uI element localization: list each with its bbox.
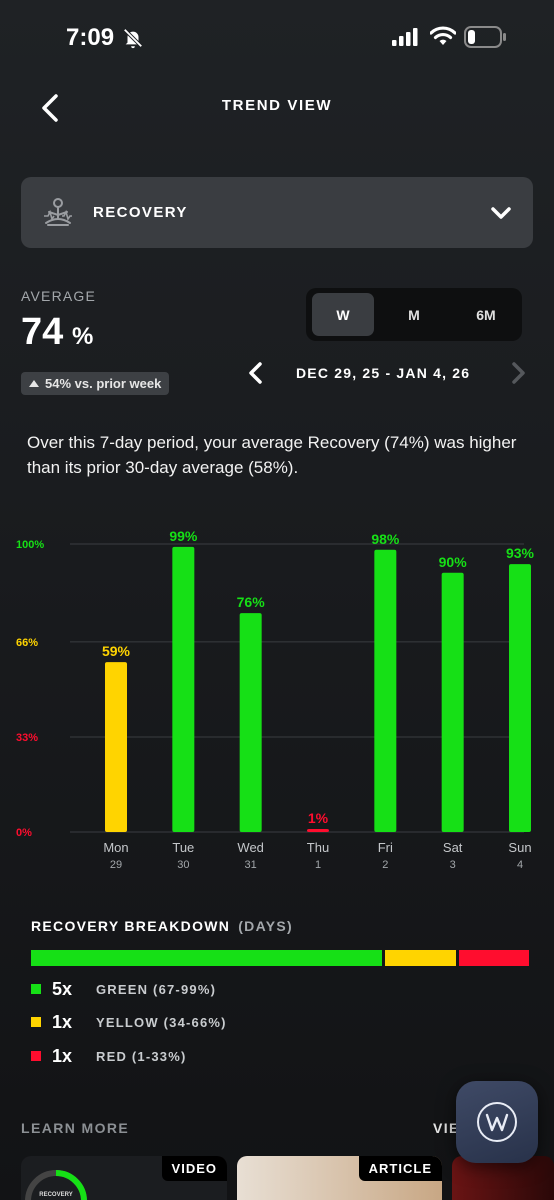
bar-value-label: 93% <box>506 545 535 561</box>
comparison-text: 54% vs. prior week <box>45 376 162 391</box>
legend-label: GREEN (67-99%) <box>96 981 217 997</box>
comparison-badge: 54% vs. prior week <box>21 372 170 395</box>
x-tick-sublabel: 31 <box>245 859 257 871</box>
cellular-signal-icon <box>392 28 418 46</box>
x-tick-label: Thu <box>307 840 329 855</box>
legend-count: 1x <box>52 1011 73 1032</box>
metric-dropdown[interactable]: RECOVERY <box>21 177 533 248</box>
meditation-icon <box>44 198 72 226</box>
wifi-icon <box>430 26 456 45</box>
learn-more-heading: LEARN MORE <box>21 1120 130 1136</box>
x-tick-sublabel: 29 <box>110 859 122 871</box>
thumbnail-caption: RECOVERY <box>39 1192 72 1198</box>
breakdown-segment-green <box>31 950 383 966</box>
x-tick-label: Fri <box>378 840 393 855</box>
average-value: 74 <box>21 311 64 353</box>
previous-period-button[interactable] <box>244 360 268 386</box>
legend-label: RED (1-33%) <box>96 1048 187 1064</box>
x-tick-sublabel: 3 <box>450 859 456 871</box>
y-tick-label: 100% <box>16 539 44 551</box>
y-tick-label: 33% <box>16 732 38 744</box>
period-selector: W M 6M <box>306 288 522 341</box>
assistant-button[interactable] <box>456 1081 538 1163</box>
legend-row-yellow: 1x YELLOW (34-66%) <box>31 1010 227 1034</box>
whoop-w-icon <box>477 1102 517 1142</box>
bar-value-label: 59% <box>102 643 131 659</box>
bar-value-label: 1% <box>308 810 329 826</box>
page-title: TREND VIEW <box>221 97 333 114</box>
legend-swatch-red <box>31 1051 41 1061</box>
bar-value-label: 99% <box>169 528 198 544</box>
learn-card-third[interactable] <box>452 1156 554 1200</box>
breakdown-title: RECOVERY BREAKDOWN (DAYS) <box>31 918 293 934</box>
bar <box>509 564 531 832</box>
bar-value-label: 98% <box>371 531 400 547</box>
bar <box>172 546 195 832</box>
x-tick-sublabel: 2 <box>382 859 388 871</box>
x-tick-label: Mon <box>103 840 128 855</box>
card-tag-article: ARTICLE <box>358 1156 442 1181</box>
bar-value-label: 76% <box>237 594 266 610</box>
breakdown-unit: (DAYS) <box>238 918 293 934</box>
breakdown-segment-yellow <box>385 950 456 966</box>
legend-row-green: 5x GREEN (67-99%) <box>31 977 216 1001</box>
tab-month[interactable]: M <box>408 306 420 323</box>
legend-row-red: 1x RED (1-33%) <box>31 1044 187 1068</box>
metric-label: RECOVERY <box>93 204 188 221</box>
legend-count: 5x <box>52 978 73 999</box>
x-tick-label: Wed <box>237 840 264 855</box>
legend-swatch-green <box>31 984 41 994</box>
bar-value-label: 90% <box>439 554 468 570</box>
x-tick-label: Tue <box>172 840 194 855</box>
x-tick-sublabel: 30 <box>177 859 189 871</box>
breakdown-bar <box>31 950 529 966</box>
x-tick-sublabel: 1 <box>315 859 321 871</box>
bar <box>239 613 262 832</box>
average-label: AVERAGE <box>21 288 97 304</box>
status-time: 7:09 <box>66 24 115 51</box>
average-unit: % <box>72 323 94 350</box>
bell-slash-icon <box>123 28 143 49</box>
x-tick-sublabel: 4 <box>517 859 523 871</box>
tab-six-months[interactable]: 6M <box>476 306 496 323</box>
learn-card-article[interactable]: ARTICLE <box>237 1156 442 1200</box>
legend-label: YELLOW (34-66%) <box>96 1014 227 1030</box>
chevron-down-icon <box>491 207 511 219</box>
legend-swatch-yellow <box>31 1017 41 1027</box>
bar <box>105 662 127 832</box>
legend-count: 1x <box>52 1045 73 1066</box>
date-range: DEC 29, 25 - JAN 4, 26 <box>296 365 471 381</box>
recovery-ring-thumbnail: RECOVERY <box>25 1170 87 1200</box>
y-tick-label: 66% <box>16 637 38 649</box>
next-period-button[interactable] <box>506 360 530 386</box>
card-tag-video: VIDEO <box>161 1156 227 1181</box>
summary-text: Over this 7-day period, your average Rec… <box>27 433 517 477</box>
bar <box>374 549 397 832</box>
battery-icon <box>464 26 506 48</box>
bar <box>441 572 464 832</box>
bar <box>307 829 329 832</box>
x-tick-label: Sat <box>443 840 463 855</box>
back-button[interactable] <box>30 86 70 130</box>
breakdown-segment-red <box>458 950 529 966</box>
learn-card-video[interactable]: RECOVERY VIDEO <box>21 1156 227 1200</box>
triangle-up-icon <box>29 380 39 387</box>
breakdown-title-text: RECOVERY BREAKDOWN <box>31 918 231 934</box>
y-tick-label: 0% <box>16 827 32 839</box>
tab-week[interactable]: W <box>312 293 374 336</box>
recovery-bar-chart: 100%66%33%0%59%Mon2999%Tue3076%Wed311%Th… <box>16 528 535 871</box>
x-tick-label: Sun <box>508 840 531 855</box>
